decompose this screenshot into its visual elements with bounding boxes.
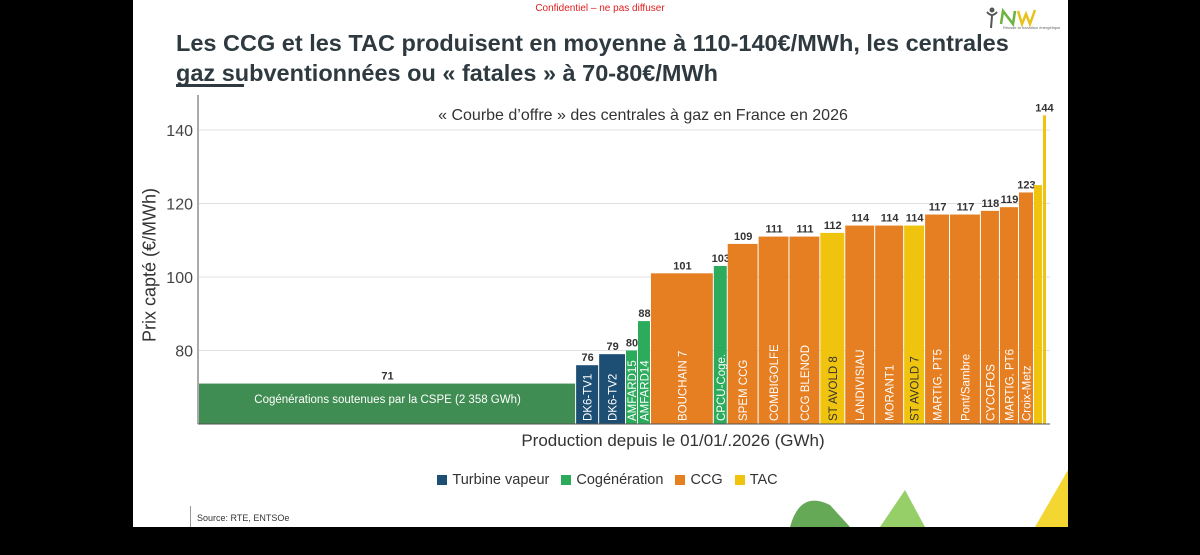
bar [950,214,980,424]
chart-title: « Courbe d’offre » des centrales à gaz e… [438,107,848,124]
category-label: AMFARD14 [639,360,651,421]
data-label: 123 [1017,179,1035,191]
legend-swatch [437,475,448,485]
category-label: AMFARD15 [627,360,639,421]
decor-green-shape [790,500,850,527]
data-label: 101 [673,260,691,272]
legend-label: TAC [749,472,778,488]
legend-swatch [675,475,686,485]
legend-swatch [561,475,572,485]
category-label: ST AVOLD 8 [828,356,840,421]
bar [999,207,1018,424]
category-label: MORANT1 [885,365,897,421]
data-label: 118 [982,198,1000,210]
legend-label: CCG [690,472,723,488]
bar [599,354,626,424]
slide-title: Les CCG et les TAC produisent en moyenne… [176,30,1009,86]
data-label: 109 [734,231,752,243]
category-label: CCG BLENOD [800,345,812,421]
category-label: LANDIVISIAU [855,349,867,421]
y-axis-label: Prix capté (€/MWh) [139,187,160,343]
category-label: Croix-Metz [1021,365,1033,421]
data-label: 79 [606,341,618,353]
legend-label: Cogénération [576,472,664,488]
category-label: COMBIGOLFE [769,344,781,421]
bar [925,214,950,424]
category-label: DK6-TV2 [608,374,620,421]
bar [980,210,999,424]
data-label: 88 [638,308,650,320]
legend-item-tac: TAC [734,472,778,488]
data-label: 114 [906,213,925,225]
data-label: 71 [381,371,393,383]
legend-item-turbine-vapeur: Turbine vapeur [437,472,549,488]
bar [845,225,875,424]
decor-lightgreen-shape [880,490,925,527]
bar [727,243,758,424]
category-label: DK6-TV1 [583,374,595,421]
category-label: BOUCHAIN 7 [677,351,689,421]
x-axis-label: Production depuis le 01/01/.2026 (GWh) [521,431,825,450]
category-label: CYCOFOS [985,364,997,421]
y-tick-label: 140 [166,123,193,140]
category-label: Pont/Sambre [960,354,972,421]
y-tick-label: 100 [166,270,193,287]
bar [713,265,727,424]
category-label: ST AVOLD 7 [910,356,922,421]
category-label: CPCU-Coge. [716,354,728,421]
logo-tagline: Réussir la transition énergétique [1003,25,1061,30]
bar [199,383,576,424]
bar [638,321,650,424]
data-label: 103 [712,253,730,265]
decor-yellow-shape [1035,470,1068,527]
data-label: 111 [765,224,782,236]
bar [1034,185,1042,424]
decorative-shapes [790,470,1068,527]
legend-item-cogeneration: Cogénération [561,472,663,488]
bar [758,236,789,424]
legend-label: Turbine vapeur [452,472,550,488]
bar [626,350,638,424]
bar [875,225,904,424]
confidential-notice: Confidentiel – ne pas diffuser [535,3,665,14]
data-label: 114 [851,213,870,225]
category-label: MARTIG. PT5 [933,349,945,421]
data-label: 117 [929,202,947,214]
source-divider [190,506,191,527]
title-underline [176,84,244,87]
y-tick-label: 120 [166,197,193,214]
data-label: 76 [582,352,594,364]
bar [1042,115,1046,425]
bar [1018,192,1034,424]
data-label: 114 [881,213,900,225]
bar [820,232,845,424]
category-label: Cogénérations soutenues par la CSPE (2 3… [254,394,521,406]
data-label: 80 [626,338,638,350]
data-label: 111 [796,224,813,236]
data-label: 112 [824,220,842,232]
data-label: 119 [1001,194,1019,206]
category-label: SPEM CCG [738,360,750,421]
company-logo [986,7,1037,29]
bar [789,236,820,424]
bar [576,365,599,424]
legend-swatch [734,475,745,485]
bar [904,225,925,424]
source-note: Source: RTE, ENTSOe [197,513,290,523]
y-tick-label: 80 [175,344,193,361]
category-label: MARTIG. PT6 [1004,349,1016,421]
data-label: 144 [1035,102,1054,114]
legend: Turbine vapeur Cogénération CCG TAC [0,472,1200,488]
data-label: 117 [957,202,975,214]
bar [650,273,713,424]
legend-item-ccg: CCG [675,472,723,488]
